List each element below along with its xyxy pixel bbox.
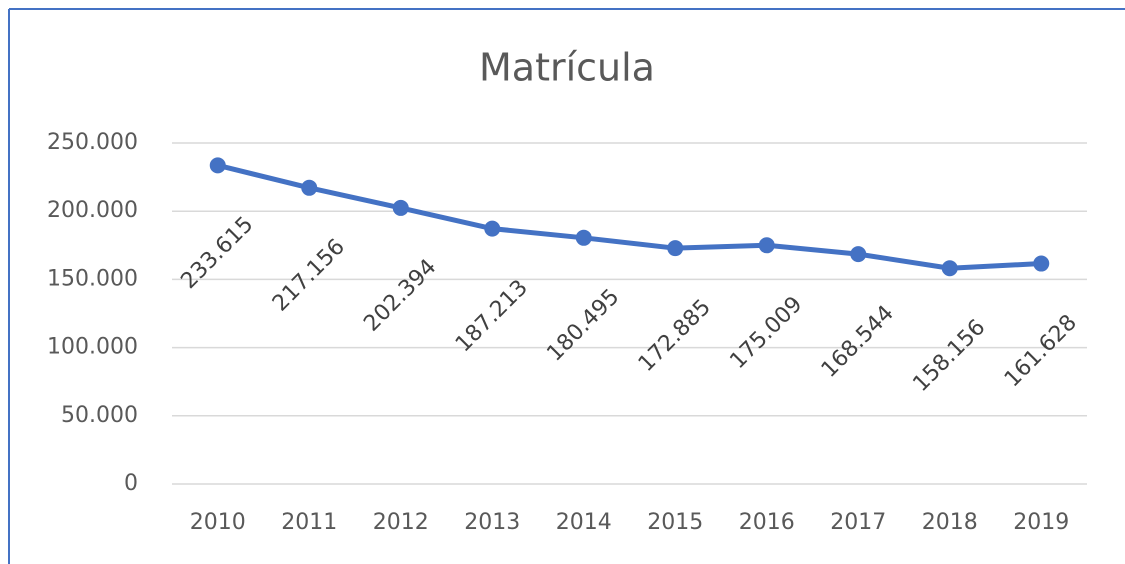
chart-title: Matrícula [479, 46, 655, 90]
y-tick-label: 50.000 [61, 403, 138, 428]
line [217, 162, 1042, 271]
x-tick-label: 2014 [556, 510, 612, 535]
y-tick-label: 0 [124, 471, 138, 496]
marker [209, 157, 226, 174]
marker [758, 237, 775, 254]
x-tick-label: 2015 [647, 510, 703, 535]
marker [941, 260, 958, 277]
y-tick-label: 150.000 [47, 266, 138, 291]
x-tick-label: 2018 [922, 510, 978, 535]
x-tick-label: 2016 [739, 510, 795, 535]
marker [484, 220, 501, 237]
x-tick-label: 2010 [190, 510, 246, 535]
marker [1033, 255, 1050, 272]
y-tick-label: 100.000 [47, 335, 138, 360]
marker [850, 246, 867, 263]
x-tick-label: 2017 [830, 510, 886, 535]
x-tick-label: 2019 [1013, 510, 1069, 535]
x-tick-label: 2011 [281, 510, 337, 535]
y-tick-label: 250.000 [47, 130, 138, 155]
y-tick-label: 200.000 [47, 198, 138, 223]
marker [575, 229, 592, 246]
x-tick-label: 2013 [464, 510, 520, 535]
marker [301, 179, 318, 196]
marker [392, 199, 409, 216]
x-tick-label: 2012 [373, 510, 429, 535]
marker [667, 240, 684, 257]
